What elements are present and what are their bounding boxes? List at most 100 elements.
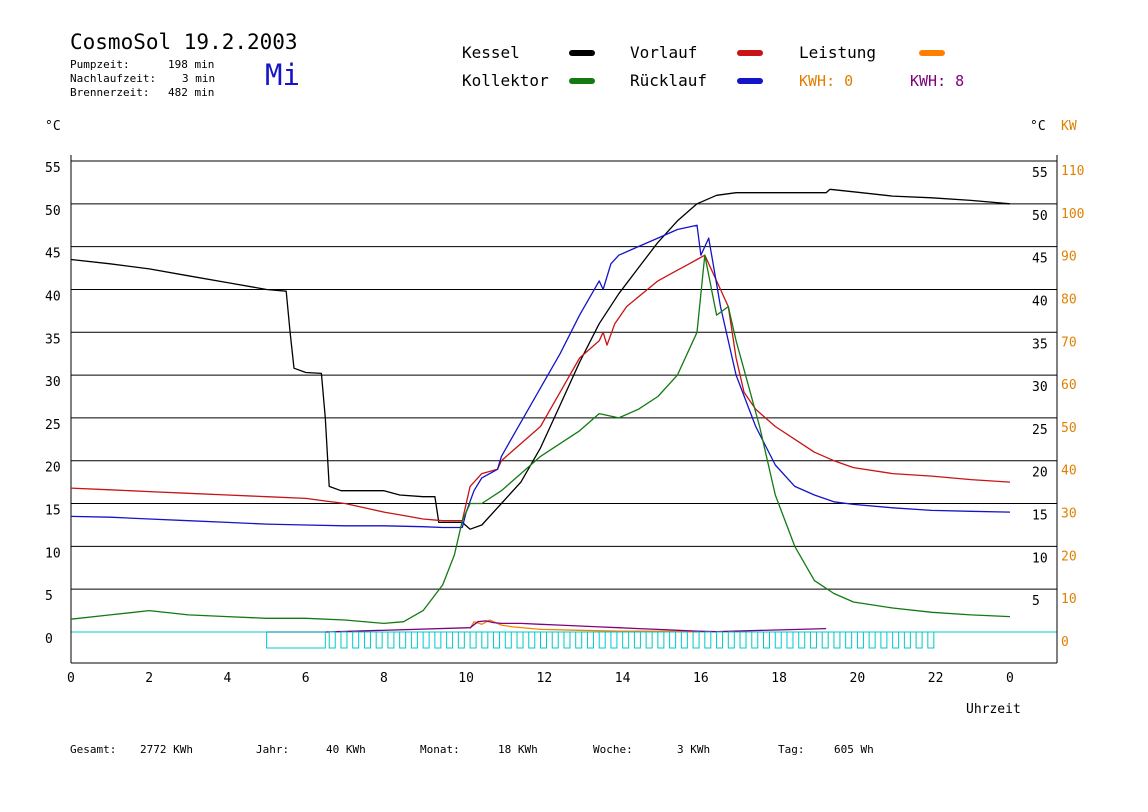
x-tick-2: 4 [224,671,232,686]
y2-tick-40: 40 [1061,464,1077,479]
pump-block [598,631,606,649]
brennerzeit-label: Brennerzeit: [70,86,150,99]
pump-block [903,631,911,649]
y2-tick-30: 30 [1061,507,1077,522]
series-pumpe [266,631,935,649]
footer-tag-label: Tag: [778,743,805,756]
pump-block [528,631,536,649]
pumpzeit-value: 198 min [168,58,215,71]
brennerzeit-value: 482 min [168,86,215,99]
x-tick-4: 8 [380,671,388,686]
pump-block [892,631,900,649]
y-tick-right-5: 5 [1032,594,1040,609]
pump-block [821,631,829,649]
pump-block [915,631,923,649]
pump-block [387,631,395,649]
y-tick-right-20: 20 [1032,466,1048,481]
legend-leistung-label: Leistung [799,43,877,62]
y-tick-left-5: 5 [45,589,53,604]
footer-gesamt-value: 2772 KWh [140,743,193,756]
y-tick-left-0: 0 [45,632,53,647]
legend-kessel-label: Kessel [462,43,520,62]
footer-tag-value: 605 Wh [834,743,874,756]
pump-block [645,631,653,649]
pump-block [927,631,935,649]
pump-block [856,631,864,649]
pump-block [469,631,477,649]
footer-jahr-value: 40 KWh [326,743,366,756]
y-tick-right-10: 10 [1032,551,1048,566]
pump-block [716,631,724,649]
pump-block [680,631,688,649]
pumpzeit-label: Pumpzeit: [70,58,130,71]
pump-block [551,631,559,649]
legend-kwh-orange: KWH: 0 [799,72,854,90]
pump-block [622,631,630,649]
y2-tick-60: 60 [1061,378,1077,393]
y2-tick-10: 10 [1061,592,1077,607]
y-tick-right-55: 55 [1032,166,1048,181]
y-tick-left-10: 10 [45,546,61,561]
pump-block [868,631,876,649]
pump-block [786,631,794,649]
pump-block [575,631,583,649]
footer-monat-value: 18 KWh [498,743,538,756]
footer-jahr-label: Jahr: [256,743,290,756]
pump-block [833,631,841,649]
kw-axis-unit: KW [1061,119,1077,134]
pump-block [504,631,512,649]
footer-woche-label: Woche: [593,743,633,756]
pump-block [457,631,465,649]
pump-block-main [266,631,326,649]
pump-block [798,631,806,649]
y-tick-right-15: 15 [1032,509,1048,524]
pump-block [586,631,594,649]
pump-block [610,631,618,649]
y-tick-left-35: 35 [45,332,61,347]
y2-tick-80: 80 [1061,292,1077,307]
pump-block [727,631,735,649]
pump-block [363,631,371,649]
pump-block [446,631,454,649]
legend-kollektor-label: Kollektor [462,71,549,90]
pump-block [540,631,547,649]
left-axis-unit: °C [45,119,61,134]
x-tick-5: 10 [458,671,474,686]
pump-block [751,631,759,649]
nachlaufzeit-value: 3 min [182,72,216,85]
y-tick-right-50: 50 [1032,209,1048,224]
pump-block [375,631,383,649]
pump-block [739,631,747,649]
pump-block [633,631,641,649]
y-tick-right-45: 45 [1032,252,1048,267]
right-axis-unit: °C [1030,119,1046,134]
pump-block [340,631,348,649]
y2-tick-50: 50 [1061,421,1077,436]
pump-block [774,631,782,649]
nachlaufzeit-label: Nachlaufzeit: [70,72,157,85]
pump-block [399,631,407,649]
x-tick-6: 12 [537,671,553,686]
pump-block [669,631,677,649]
y-tick-left-15: 15 [45,504,61,519]
y-tick-left-55: 55 [45,161,61,176]
x-tick-10: 20 [850,671,866,686]
pump-block [493,631,501,649]
legend-swatches [569,50,945,84]
pump-block [410,631,418,649]
y-tick-left-40: 40 [45,289,61,304]
y2-tick-70: 70 [1061,335,1077,350]
pump-block [845,631,853,649]
x-tick-11: 22 [928,671,944,686]
y-tick-right-35: 35 [1032,337,1048,352]
footer-gesamt-label: Gesamt: [70,743,117,756]
footer-woche-value: 3 KWh [677,743,711,756]
x-tick-1: 2 [145,671,153,686]
pump-block [809,631,817,649]
chart-series [70,188,1011,649]
series-kollektor [70,254,1011,625]
y-tick-right-40: 40 [1032,294,1048,309]
pump-block [481,631,489,649]
y2-tick-90: 90 [1061,250,1077,265]
series-ruecklauf [70,224,1011,529]
